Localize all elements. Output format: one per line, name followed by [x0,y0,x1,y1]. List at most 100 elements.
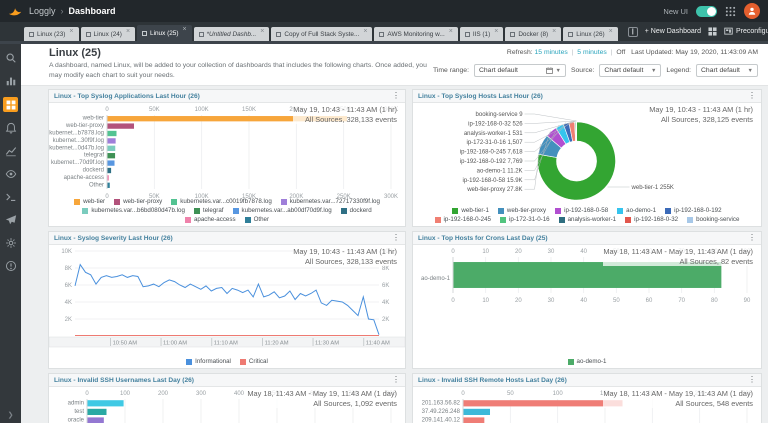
dashboard-header: Linux (25) Refresh: 15 minutes | 5 minut… [21,44,768,87]
sidebar-item-terminal[interactable] [4,190,18,204]
grid-view-icon[interactable] [708,27,717,36]
refresh-off-link[interactable]: Off [616,49,626,56]
legend-item[interactable]: dockerd [340,207,372,214]
dashboard-tab[interactable]: IIS (1) × [459,27,504,41]
sidebar-item-alerts[interactable] [4,121,18,135]
tab-overflow-icon[interactable]: ❙ [627,26,638,37]
svg-text:60: 60 [646,298,653,304]
legend-item[interactable]: kubernetes.var...ab00df70d9f.log [232,207,332,214]
svg-text:4K: 4K [382,300,389,306]
svg-text:web-tier-proxy: web-tier-proxy [65,123,104,129]
new-ui-toggle[interactable] [696,5,717,17]
legend-item[interactable]: ip-192-168-0-245 [434,216,491,223]
new-dashboard-button[interactable]: + New Dashboard [644,28,701,35]
legend-item[interactable]: web-tier [74,198,105,205]
legend-item[interactable]: ao-demo-1 [617,207,656,214]
tab-close-icon[interactable]: × [363,28,368,35]
sidebar-item-live-tail[interactable] [4,167,18,181]
sidebar-item-usage[interactable] [4,213,18,227]
legend-item[interactable]: apache-access [184,216,236,223]
chart-menu-icon[interactable]: ⋮ [748,233,756,243]
time-range-select[interactable]: Chart default ▼ [473,64,566,78]
user-avatar[interactable] [744,3,760,19]
legend-item[interactable]: Informational [186,358,231,365]
tab-close-icon[interactable]: × [494,28,499,35]
legend-select[interactable]: Chart default ▼ [696,64,758,78]
refresh-15-link[interactable]: 15 minutes [534,49,568,56]
svg-text:50: 50 [507,391,514,397]
legend-item[interactable]: ip-192-168-0-192 [665,207,722,214]
usage-icon [5,215,16,225]
tab-close-icon[interactable]: × [552,28,557,35]
legend-item[interactable]: web-tier-proxy [497,207,546,214]
svg-text:11:10 AM: 11:10 AM [214,341,238,347]
chart-menu-icon[interactable]: ⋮ [392,233,400,243]
legend-item[interactable]: ip-172-31-0-16 [500,216,550,223]
refresh-5-link[interactable]: 5 minutes [577,49,607,56]
svg-text:booking-service 9: booking-service 9 [476,112,524,118]
chevron-down-icon: ▼ [650,67,657,74]
tab-close-icon[interactable]: × [260,28,265,35]
page-title: Linux (25) [49,47,101,59]
legend-item[interactable]: ip-192-168-0-58 [555,207,608,214]
legend-item[interactable]: kubernetes.var...72717330f9f.log [280,198,380,205]
sidebar-item-charts[interactable] [4,74,18,88]
svg-text:ip-192-168-0-32 526: ip-192-168-0-32 526 [468,121,523,127]
dashboard-tab[interactable]: *Untitled Dashb... × [193,27,270,41]
source-select[interactable]: Chart default ▼ [599,64,662,78]
svg-text:0: 0 [451,249,455,255]
dashboard-tab[interactable]: Docker (8) × [505,27,562,41]
dashboard-tab[interactable]: Linux (25) × [137,25,192,41]
svg-text:100K: 100K [195,107,209,113]
chart-menu-icon[interactable]: ⋮ [392,91,400,101]
tab-close-icon[interactable]: × [448,28,453,35]
dashboard-tab[interactable]: Copy of Full Stack Syste... × [271,27,373,41]
legend-item[interactable]: Other [244,216,269,223]
dashboard-tab[interactable]: Linux (26) × [563,27,618,41]
legend-item[interactable]: telegraf [193,207,224,214]
settings-icon [5,238,16,248]
dashboard-tab[interactable]: AWS Monitoring w... × [374,27,458,41]
svg-text:10:50 AM: 10:50 AM [113,341,138,347]
alerts-icon [5,122,16,134]
legend-swatch [452,207,459,214]
dashboard-tab[interactable]: Linux (24) × [80,27,136,41]
chart-menu-icon[interactable]: ⋮ [392,375,400,385]
legend-item[interactable]: web-tier-1 [452,207,489,214]
chart-panel: Linux - Invalid SSH Remote Hosts Last Da… [412,373,762,423]
svg-text:11:40 AM: 11:40 AM [366,341,390,347]
legend-item[interactable]: kubernetes.var...b6bd080d47b.log [82,207,185,214]
svg-text:50K: 50K [149,194,160,200]
legend-item[interactable]: Critical [239,358,268,365]
legend-item[interactable]: booking-service [687,216,739,223]
apps-grid-icon[interactable] [725,6,736,17]
svg-text:200K: 200K [289,194,303,200]
tab-close-icon[interactable]: × [608,28,613,35]
tab-close-icon[interactable]: × [125,28,131,35]
tab-close-icon[interactable]: × [182,26,187,33]
dashboard-tab-icon [276,31,282,37]
legend-item[interactable]: web-tier-proxy [114,198,162,205]
legend-swatch [617,207,624,214]
svg-text:10: 10 [482,298,489,304]
sidebar-item-settings[interactable] [4,236,18,250]
main-content: Linux (25) Refresh: 15 minutes | 5 minut… [21,44,768,423]
tab-close-icon[interactable]: × [69,28,74,35]
sidebar-item-source-setup[interactable] [4,144,18,158]
sidebar-item-search[interactable] [4,51,18,65]
chart-menu-icon[interactable]: ⋮ [748,91,756,101]
preconfigured-dashboard-button[interactable]: Preconfigured Dashboard [724,27,768,36]
sidebar-item-help[interactable] [4,259,18,273]
legend-item[interactable]: ip-192-168-0-32 [625,216,678,223]
brand-loggly[interactable]: Loggly [29,6,56,16]
sidebar-collapse-icon[interactable]: ❯ [7,412,14,419]
chart-panel: Linux - Invalid SSH Usernames Last Day (… [48,373,406,423]
legend-item[interactable]: kubernetes.var...c0019fb7878.log [171,198,272,205]
sidebar-item-dashboards[interactable] [3,97,18,112]
dashboard-tab[interactable]: Linux (23) × [24,27,79,41]
chart-menu-icon[interactable]: ⋮ [748,375,756,385]
legend-item[interactable]: ao-demo-1 [567,358,606,365]
svg-text:30: 30 [548,249,555,255]
chart-timeframe: May 19, 10:43 - 11:43 AM (1 hr) [293,247,397,257]
legend-item[interactable]: analysis-worker-1 [558,216,616,223]
